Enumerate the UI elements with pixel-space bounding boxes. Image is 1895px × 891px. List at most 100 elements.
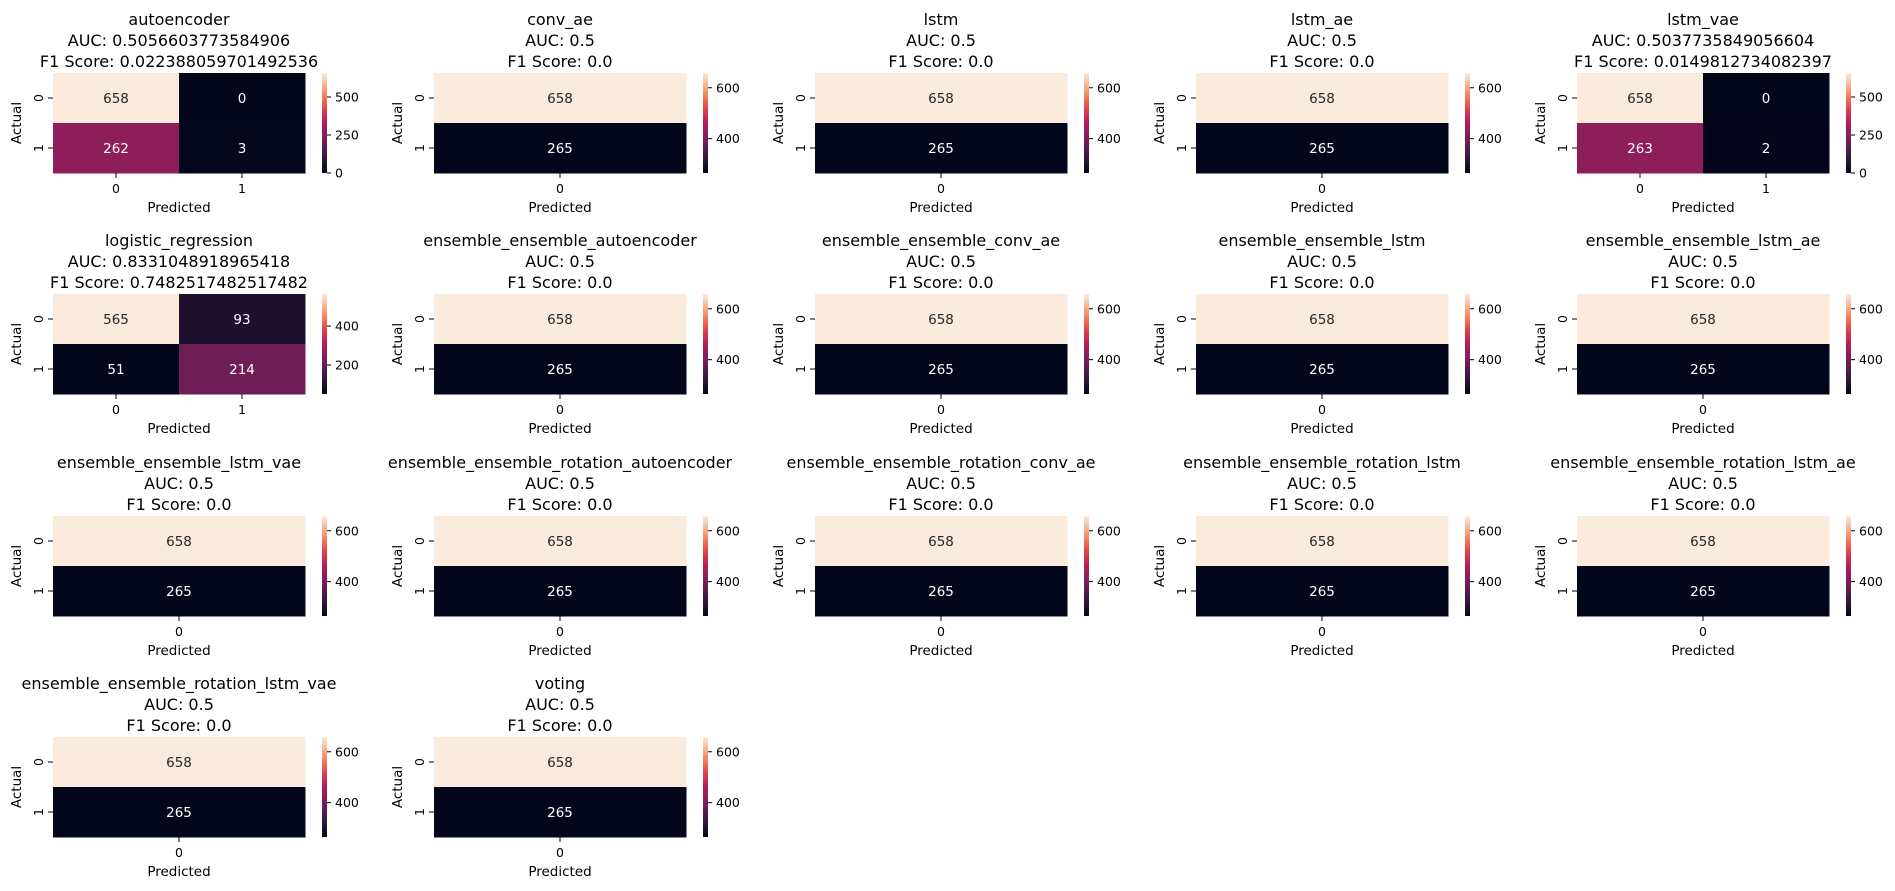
panel-title-auc: AUC: 0.5	[906, 474, 976, 493]
x-axis-label: Predicted	[1671, 200, 1734, 216]
y-tick-label: 0	[31, 537, 46, 545]
colorbar-tick-label: 600	[1097, 301, 1121, 316]
x-tick-label: 0	[1318, 402, 1326, 417]
heatmap-cell	[815, 123, 1068, 174]
colorbar-tick-label: 250	[335, 128, 359, 143]
cell-annotation: 265	[547, 141, 573, 157]
cell-annotation: 262	[103, 141, 129, 157]
colorbar-tick-label: 600	[1859, 523, 1883, 538]
y-tick-label: 1	[793, 144, 808, 152]
cell-annotation: 265	[166, 584, 192, 600]
cell-annotation: 265	[547, 584, 573, 600]
x-tick-label: 0	[1318, 624, 1326, 639]
y-tick-label: 1	[31, 587, 46, 595]
y-axis-label: Actual	[1533, 323, 1549, 365]
heatmap-cell	[815, 516, 1068, 567]
y-tick-label: 0	[412, 94, 427, 102]
y-tick-label: 1	[412, 808, 427, 816]
colorbar-gradient	[322, 516, 327, 616]
colorbar: 0 250 500	[322, 73, 359, 181]
y-tick-label: 0	[1555, 315, 1570, 323]
colorbar-tick-label: 400	[1097, 352, 1121, 367]
panel-title-auc: AUC: 0.8331048918965418	[68, 252, 290, 271]
y-tick-label: 1	[412, 587, 427, 595]
x-tick-label: 0	[175, 624, 183, 639]
panel-title-model: ensemble_ensemble_rotation_autoencoder	[388, 453, 733, 473]
colorbar-tick-label: 400	[1478, 574, 1502, 589]
colorbar: 400 600	[322, 737, 359, 837]
heatmap-cell	[1196, 123, 1449, 174]
x-axis-label: Predicted	[1671, 643, 1734, 659]
panel-title-model: lstm_ae	[1291, 10, 1353, 30]
heatmap-cell	[1577, 123, 1704, 174]
cell-annotation: 265	[547, 805, 573, 821]
cell-annotation: 658	[103, 91, 129, 107]
panel-title-f1: F1 Score: 0.0	[1269, 52, 1374, 71]
panel-title-f1: F1 Score: 0.0	[507, 716, 612, 735]
y-tick-label: 1	[412, 365, 427, 373]
y-tick-label: 1	[793, 365, 808, 373]
y-axis-label: Actual	[390, 766, 406, 808]
x-tick-label: 0	[1318, 181, 1326, 196]
panel-title-f1: F1 Score: 0.0	[126, 716, 231, 735]
cell-annotation: 658	[166, 755, 192, 771]
colorbar: 400 600	[703, 516, 740, 616]
x-axis-label: Predicted	[909, 421, 972, 437]
y-axis-label: Actual	[771, 545, 787, 587]
colorbar-tick-label: 600	[716, 523, 740, 538]
colorbar-tick-label: 400	[716, 795, 740, 810]
panel-title-f1: F1 Score: 0.0	[888, 273, 993, 292]
cell-annotation: 565	[103, 312, 129, 328]
y-axis-label: Actual	[390, 323, 406, 365]
y-axis-label: Actual	[771, 102, 787, 144]
heatmap-cell	[53, 294, 180, 345]
colorbar-tick-label: 400	[335, 574, 359, 589]
panel-title-f1: F1 Score: 0.022388059701492536	[40, 52, 318, 71]
heatmap-cell	[1196, 294, 1449, 345]
panel-title-auc: AUC: 0.5	[1287, 252, 1357, 271]
colorbar-gradient	[322, 294, 327, 394]
colorbar-tick-label: 400	[1097, 574, 1121, 589]
cell-annotation: 658	[928, 534, 954, 550]
heatmap-cell	[1196, 344, 1449, 395]
y-axis-label: Actual	[771, 323, 787, 365]
colorbar: 0 250 500	[1846, 73, 1883, 181]
x-axis-label: Predicted	[147, 864, 210, 880]
heatmap-cell	[815, 294, 1068, 345]
colorbar-tick-label: 600	[335, 523, 359, 538]
colorbar: 400 600	[1084, 516, 1121, 616]
panel-title-auc: AUC: 0.5	[1668, 252, 1738, 271]
colorbar-gradient	[1846, 73, 1851, 173]
heatmap-panel: ensemble_ensemble_rotation_lstm_vaeAUC: …	[9, 674, 359, 880]
y-tick-label: 1	[1174, 144, 1189, 152]
y-tick-label: 0	[1174, 94, 1189, 102]
colorbar-gradient	[1084, 294, 1089, 394]
colorbar-tick-label: 400	[1097, 131, 1121, 146]
heatmap-cell	[53, 344, 180, 395]
y-tick-label: 1	[31, 808, 46, 816]
y-axis-label: Actual	[390, 545, 406, 587]
panel-title-auc: AUC: 0.5	[525, 31, 595, 50]
colorbar-tick-label: 400	[1478, 352, 1502, 367]
colorbar: 200 400	[322, 294, 359, 394]
y-tick-label: 0	[412, 537, 427, 545]
colorbar-tick-label: 600	[1097, 80, 1121, 95]
x-tick-label: 1	[1762, 181, 1770, 196]
cell-annotation: 658	[1309, 91, 1335, 107]
y-tick-label: 1	[1555, 365, 1570, 373]
heatmap-cell	[53, 123, 180, 174]
heatmap-panel: voting AUC: 0.5 F1 Score: 0.0 658 265 0 Predic…	[390, 674, 740, 880]
colorbar-tick-label: 500	[1859, 90, 1883, 105]
x-axis-label: Predicted	[1290, 643, 1353, 659]
x-tick-label: 0	[112, 402, 120, 417]
panel-title-auc: AUC: 0.5	[144, 474, 214, 493]
y-tick-label: 0	[1174, 537, 1189, 545]
y-axis-label: Actual	[1152, 545, 1168, 587]
